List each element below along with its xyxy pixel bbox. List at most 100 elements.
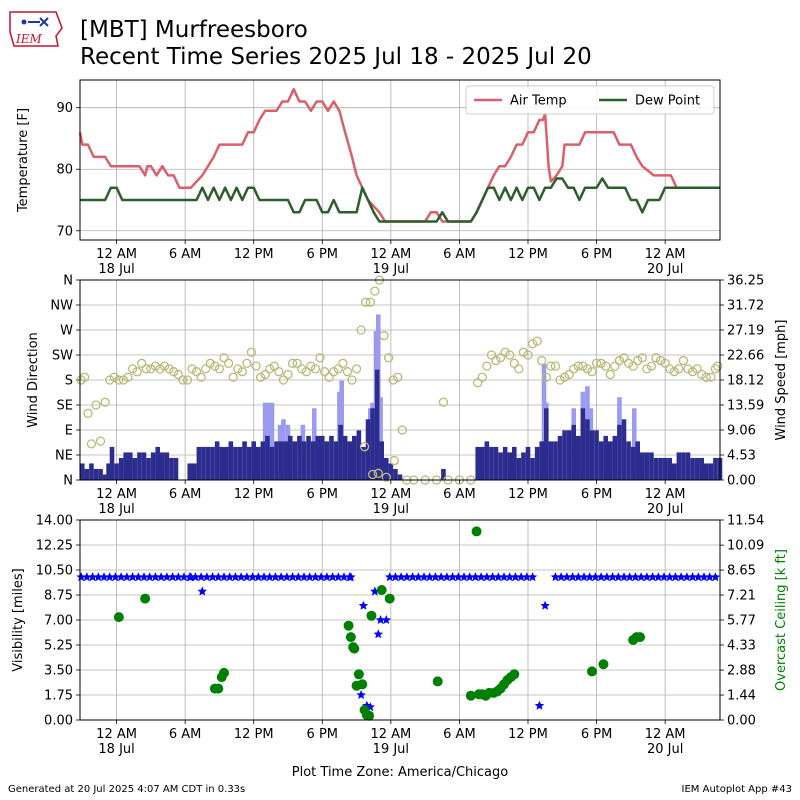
speed-bar: [224, 446, 229, 480]
visibility-marker: [579, 572, 589, 582]
visibility-marker: [133, 572, 143, 582]
speed-bar: [109, 446, 115, 480]
speed-bar: [589, 430, 595, 480]
visibility-marker: [505, 572, 515, 582]
direction-marker: [601, 361, 611, 371]
speed-bar: [278, 441, 284, 480]
speed-bar: [699, 457, 704, 480]
visibility-marker: [665, 572, 675, 582]
visibility-marker: [425, 572, 435, 582]
y-tick-label: NW: [50, 299, 73, 314]
direction-marker: [338, 358, 348, 368]
visibility-marker: [693, 572, 703, 582]
speed-bar: [333, 441, 339, 480]
direction-marker: [550, 361, 561, 371]
direction-marker: [361, 297, 371, 307]
legend-box: [465, 85, 715, 115]
direction-marker: [687, 367, 698, 377]
speed-bar: [201, 446, 206, 480]
speed-bar: [493, 446, 499, 480]
direction-marker: [223, 358, 234, 368]
speed-bar: [251, 441, 256, 480]
visibility-marker: [197, 586, 207, 596]
direction-marker: [523, 350, 533, 360]
visibility-marker: [93, 572, 103, 582]
ceiling-marker: [213, 683, 224, 694]
direction-marker: [310, 364, 321, 374]
visibility-marker: [213, 572, 223, 582]
speed-bar: [557, 435, 563, 480]
visibility-marker: [276, 572, 286, 582]
direction-marker: [389, 455, 399, 466]
visibility-marker: [99, 572, 109, 582]
y-tick-label: E: [65, 424, 73, 439]
chart-subtitle: Recent Time Series 2025 Jul 18 - 2025 Ju…: [80, 44, 592, 70]
visibility-marker: [407, 572, 418, 582]
direction-marker: [132, 367, 142, 377]
direction-marker: [191, 367, 202, 377]
y-tick-label: W: [60, 324, 73, 339]
y-tick-label: 80: [56, 163, 73, 178]
speed-bar: [347, 441, 352, 480]
direction-marker: [269, 361, 279, 371]
direction-marker: [370, 286, 380, 296]
y-tick-label-right: 36.25: [727, 274, 764, 289]
visibility-marker: [630, 572, 641, 582]
logo-text: IEM: [15, 32, 43, 46]
direction-marker: [105, 375, 115, 385]
direction-marker: [383, 353, 394, 363]
speed-bar: [196, 446, 202, 480]
ceiling-marker: [366, 610, 377, 621]
direction-marker: [697, 369, 707, 380]
direction-marker: [692, 364, 702, 374]
visibility-marker: [76, 572, 86, 582]
speed-bar: [233, 446, 238, 480]
direction-marker: [678, 355, 689, 366]
speed-bar: [708, 463, 714, 480]
speed-bar: [155, 446, 160, 480]
direction-marker: [292, 358, 302, 368]
y-tick-label: 5.25: [44, 639, 73, 654]
direction-marker: [518, 347, 529, 357]
x-tick-label: 12 AM: [645, 247, 686, 262]
speed-bar: [612, 435, 618, 480]
speed-bar: [320, 435, 325, 480]
visibility-marker: [196, 572, 206, 582]
x-tick-label: 6 AM: [169, 247, 202, 262]
direction-marker: [137, 358, 147, 368]
visibility-marker: [522, 572, 532, 582]
visibility-marker: [375, 615, 386, 624]
direction-marker: [633, 355, 643, 366]
speed-bar: [441, 468, 446, 480]
speed-bar: [106, 463, 111, 480]
speed-bar: [274, 441, 279, 480]
visibility-marker: [562, 572, 572, 582]
direction-marker: [564, 369, 574, 380]
x-tick-label: 12 AM: [96, 247, 137, 262]
speed-bar: [192, 463, 197, 480]
speed-bar: [137, 452, 142, 480]
speed-bar: [544, 408, 549, 480]
visibility-marker: [105, 572, 115, 582]
direction-marker: [573, 361, 583, 371]
direction-marker: [91, 400, 101, 410]
direction-marker: [605, 369, 615, 380]
direction-marker: [123, 372, 133, 382]
speed-bar: [626, 441, 631, 480]
direction-marker: [569, 364, 579, 374]
visibility-marker: [167, 572, 178, 582]
direction-marker: [591, 358, 602, 368]
panel-frame: [79, 79, 721, 241]
panel-frame: [79, 519, 721, 721]
speed-bar: [603, 435, 608, 480]
speed-bar: [649, 452, 654, 480]
direction-marker: [706, 372, 716, 382]
visibility-marker: [145, 572, 155, 582]
visibility-marker: [173, 572, 183, 582]
x-tick-label: 6 PM: [581, 487, 612, 502]
direction-marker: [356, 325, 366, 335]
x-tick-label: 12 PM: [508, 727, 548, 742]
y-tick-label-right: 2.88: [727, 664, 756, 679]
y-axis-label-right: Overcast Ceiling [k ft]: [774, 549, 789, 691]
